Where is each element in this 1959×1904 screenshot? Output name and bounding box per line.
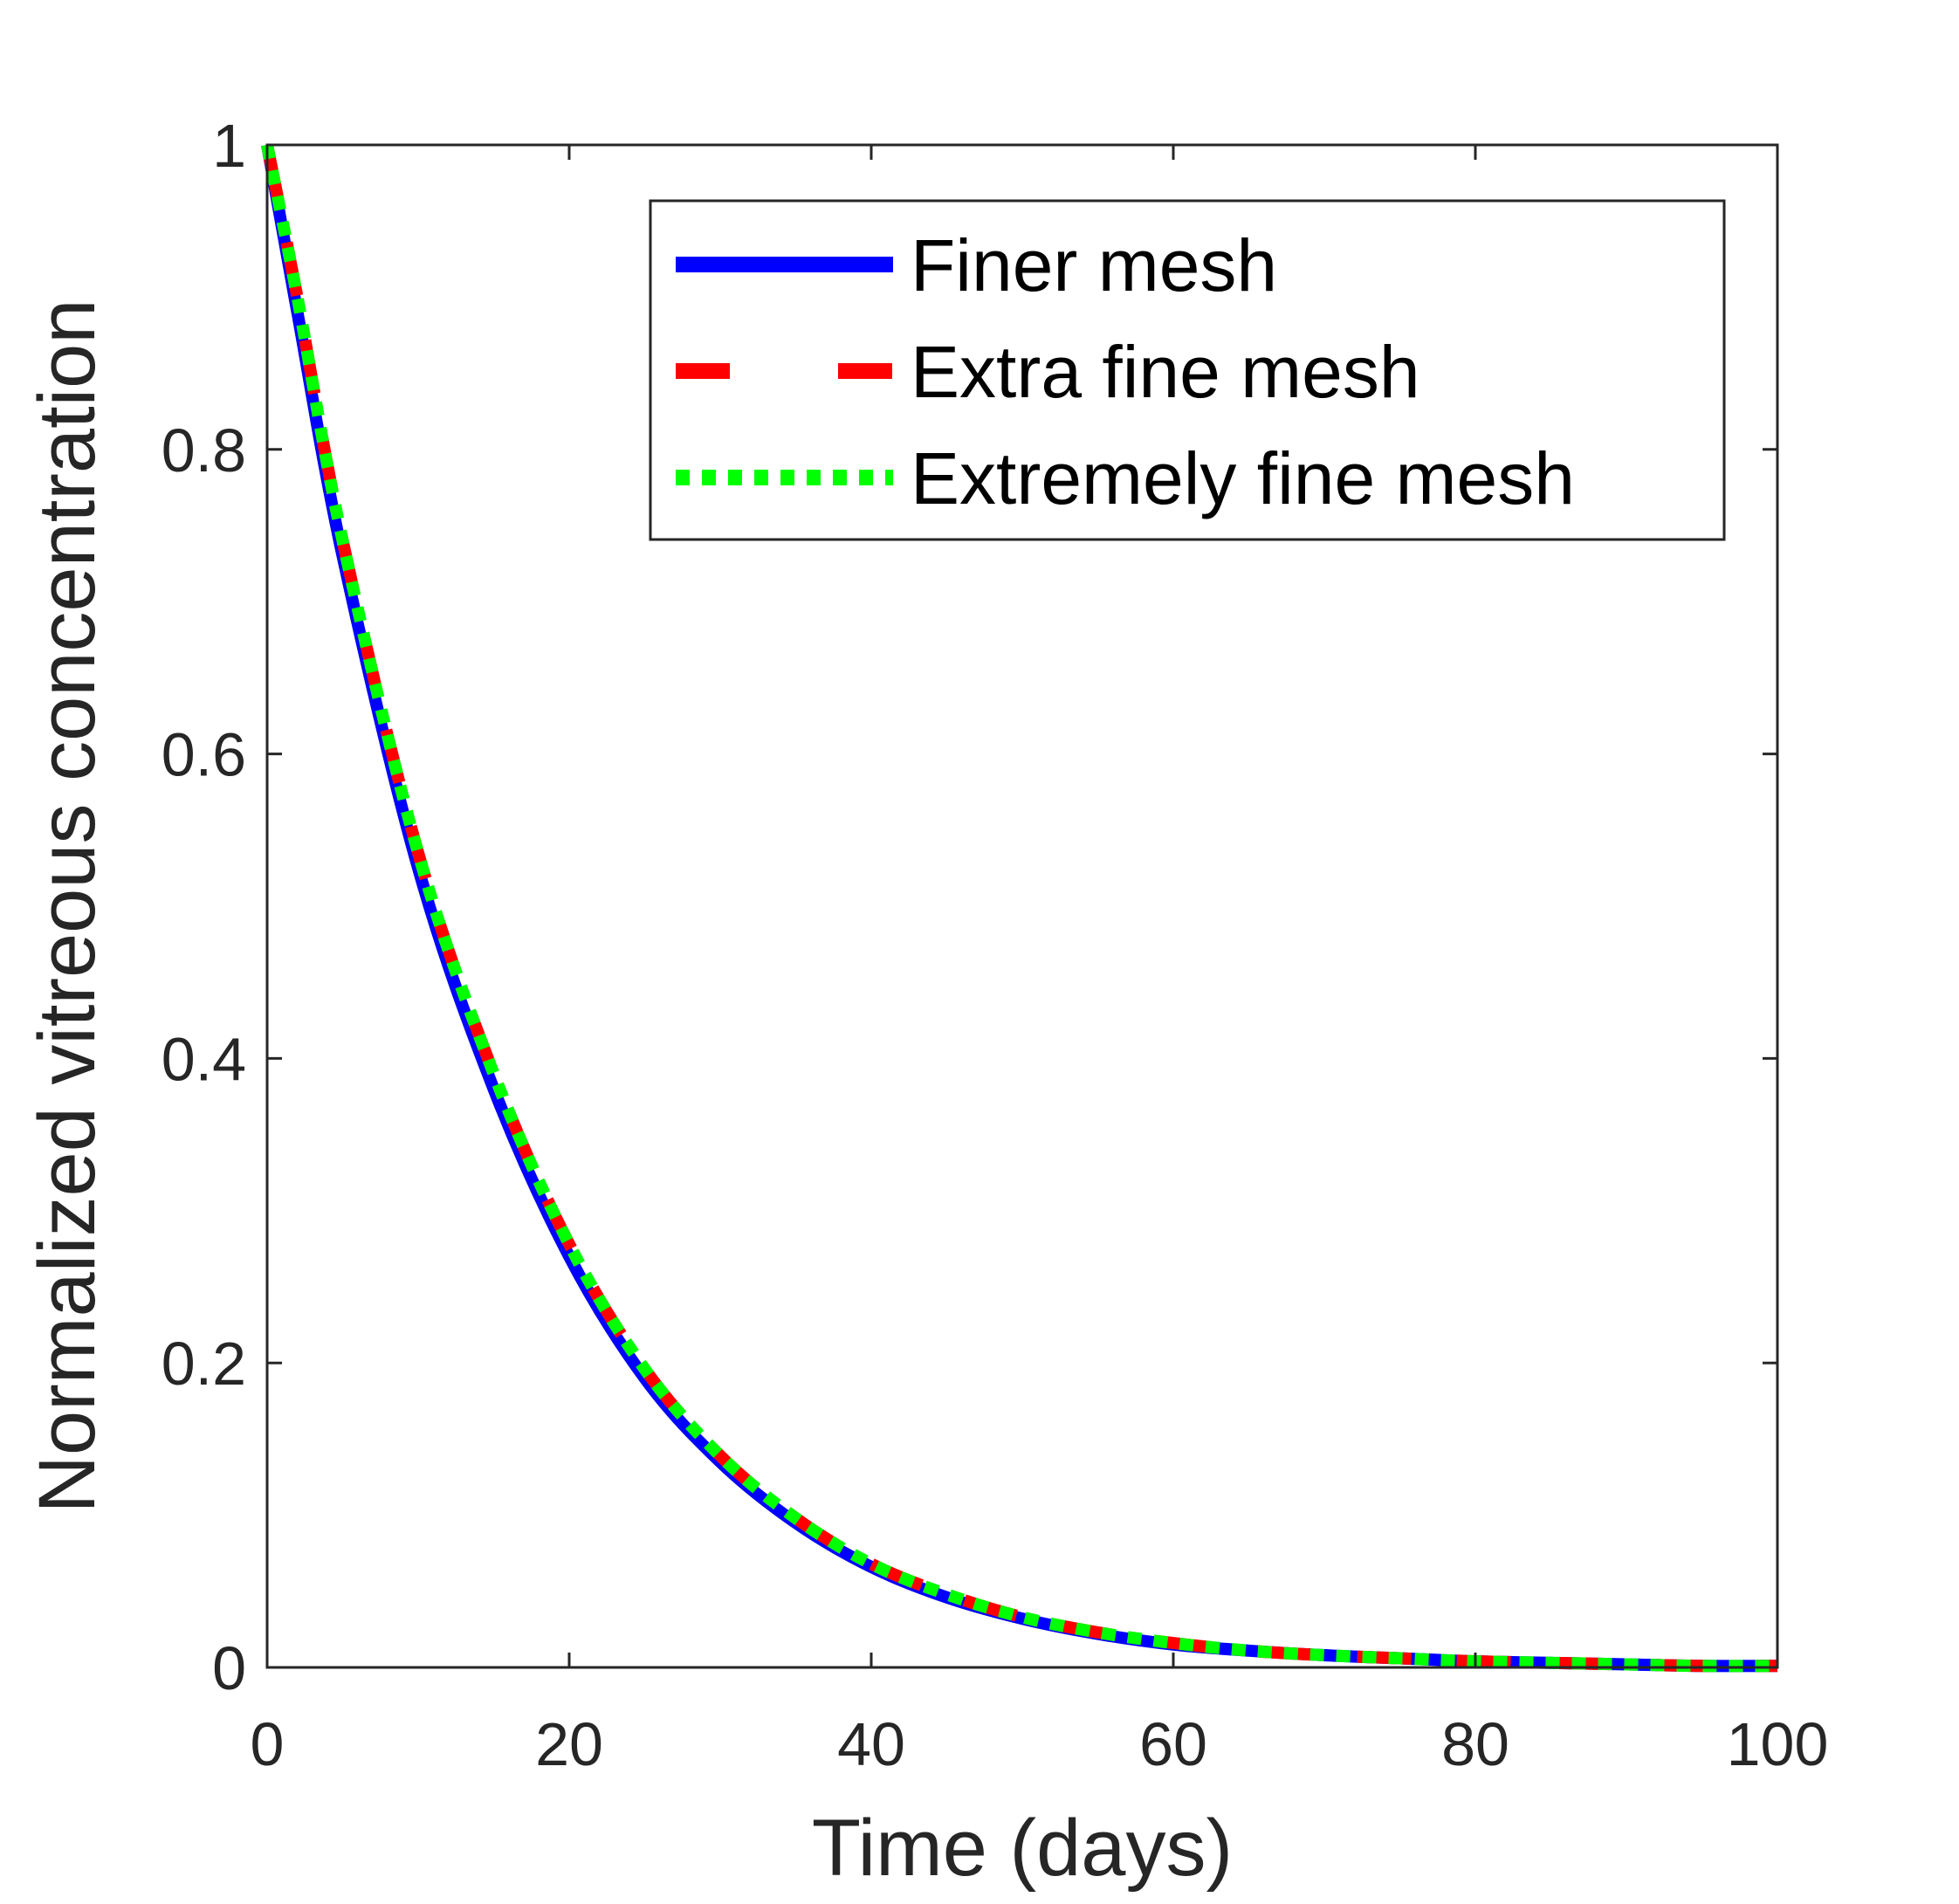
x-tick-label: 80 — [1441, 1710, 1509, 1778]
legend-label-3: Extremely fine mesh — [911, 437, 1575, 519]
y-tick-label: 0 — [212, 1634, 246, 1702]
y-tick-label: 0.4 — [162, 1025, 246, 1093]
y-tick-label: 0.8 — [162, 416, 246, 485]
x-tick-label: 40 — [837, 1710, 905, 1778]
y-tick-label: 0.6 — [162, 721, 246, 789]
legend-label-2: Extra fine mesh — [911, 331, 1420, 413]
x-tick-label: 100 — [1727, 1710, 1829, 1778]
y-axis-title: Normalized vitreous concentration — [23, 299, 112, 1514]
legend: Finer mesh Extra fine mesh Extremely fine … — [649, 199, 1726, 541]
y-tick-label: 0.2 — [162, 1330, 246, 1398]
legend-label-1: Finer mesh — [911, 224, 1277, 306]
x-axis-title: Time (days) — [812, 1804, 1233, 1893]
axes-layer: 0 20 40 60 80 100 0 0.2 0.4 0.6 0.8 1 — [162, 112, 1829, 1778]
x-tick-label: 0 — [251, 1710, 285, 1778]
y-tick-label: 1 — [212, 112, 246, 180]
x-tick-label: 20 — [535, 1710, 603, 1778]
labels-layer: Time (days) Normalized vitreous concentr… — [23, 299, 1233, 1893]
axes-box — [265, 143, 1779, 1669]
x-tick-label: 60 — [1139, 1710, 1207, 1778]
